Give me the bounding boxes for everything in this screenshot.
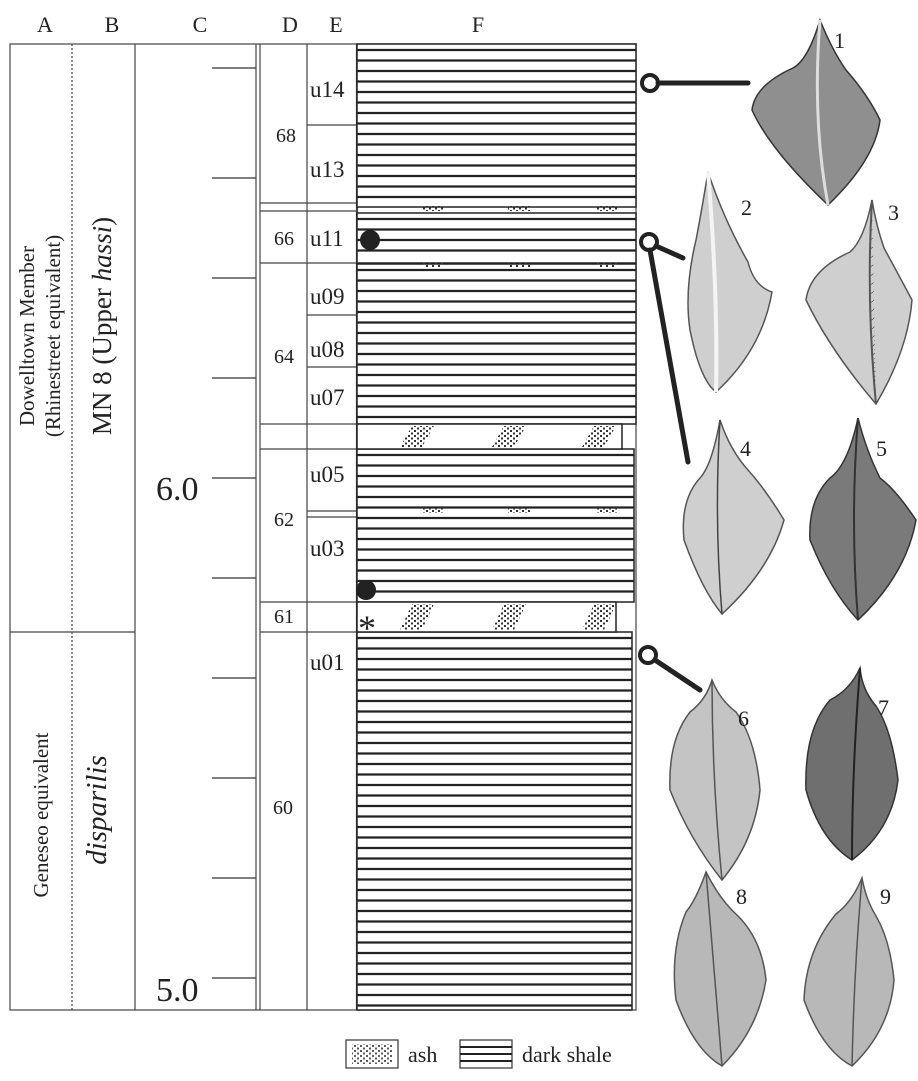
scale-label-6: 6.0 (156, 471, 199, 508)
legend-label-shale: dark shale (522, 1042, 612, 1067)
zone-label-mn8: MN 8 (Upper hassi) (87, 217, 117, 435)
specimen-8: 8 (673, 870, 767, 1067)
bed-label-60: 60 (273, 797, 293, 819)
specimen-1: 1 (751, 17, 881, 207)
specimen-number-1: 1 (834, 28, 845, 53)
column-header-f: F (472, 12, 484, 37)
specimen-callouts (638, 73, 751, 693)
bed-label-68: 68 (276, 125, 296, 147)
unit-label-u08: u08 (310, 337, 345, 362)
ash-streak-1 (422, 262, 618, 267)
specimen-number-6: 6 (738, 706, 749, 731)
specimen-number-7: 7 (878, 695, 889, 720)
legend-label-ash: ash (408, 1042, 437, 1067)
shale-package-0 (356, 43, 637, 208)
specimen-4: 4 (682, 419, 785, 616)
zone-label-disparilis: disparilis (81, 755, 113, 865)
bed-label-61: 61 (274, 606, 294, 628)
shale-package-2 (356, 263, 637, 425)
specimen-7: 7 (805, 665, 899, 861)
ash-band-0 (356, 423, 623, 450)
scale-label-5: 5.0 (156, 972, 199, 1009)
column-header-c: C (193, 12, 208, 37)
unit-label-u05: u05 (310, 462, 345, 487)
shale-package-4 (356, 631, 633, 1011)
unit-label-u03: u03 (310, 536, 345, 561)
ash-band-1 (356, 601, 617, 633)
specimen-5: 5 (809, 417, 917, 622)
member-label-geneseo: Geneseo equivalent (29, 732, 53, 897)
column-header-b: B (105, 12, 120, 37)
member-label-dowelltown: Dowelltown Member (15, 246, 39, 426)
specimen-number-8: 8 (736, 884, 747, 909)
marker-asterisk: * (358, 608, 376, 648)
specimen-3: 3 (805, 199, 913, 406)
bed-label-62: 62 (274, 509, 294, 531)
member-label-rhinestreet: (Rhinestreet equivalent) (41, 235, 65, 437)
sample-marker-dot-upper (360, 230, 380, 250)
scale-ticks (212, 67, 256, 979)
ash-streak-0 (422, 206, 618, 211)
unit-label-u09: u09 (310, 284, 345, 309)
bed-label-64: 64 (274, 346, 294, 368)
specimen-number-5: 5 (876, 436, 887, 461)
specimen-number-2: 2 (741, 195, 752, 220)
specimen-6: 6 (669, 677, 761, 882)
specimen-number-4: 4 (740, 436, 751, 461)
shale-package-3 (356, 448, 635, 603)
specimen-number-9: 9 (880, 884, 891, 909)
sample-marker-dot-lower (356, 580, 376, 600)
callout-pin-u01 (638, 645, 658, 665)
column-header-e: E (329, 12, 342, 37)
shale-package-1 (356, 212, 637, 264)
legend: ash dark shale (345, 1039, 612, 1069)
unit-label-u11: u11 (310, 226, 344, 251)
specimen-9: 9 (803, 875, 895, 1067)
lithology-column (356, 43, 637, 1011)
unit-label-u07: u07 (310, 385, 345, 410)
ash-streak-2 (422, 508, 618, 513)
specimen-number-3: 3 (888, 200, 899, 225)
unit-label-u14: u14 (310, 77, 345, 102)
bed-label-66: 66 (274, 228, 294, 250)
column-header-d: D (282, 12, 298, 37)
specimen-2: 2 (687, 171, 773, 393)
unit-label-u01: u01 (310, 650, 345, 675)
column-header-a: A (37, 12, 53, 37)
unit-label-u13: u13 (310, 157, 345, 182)
